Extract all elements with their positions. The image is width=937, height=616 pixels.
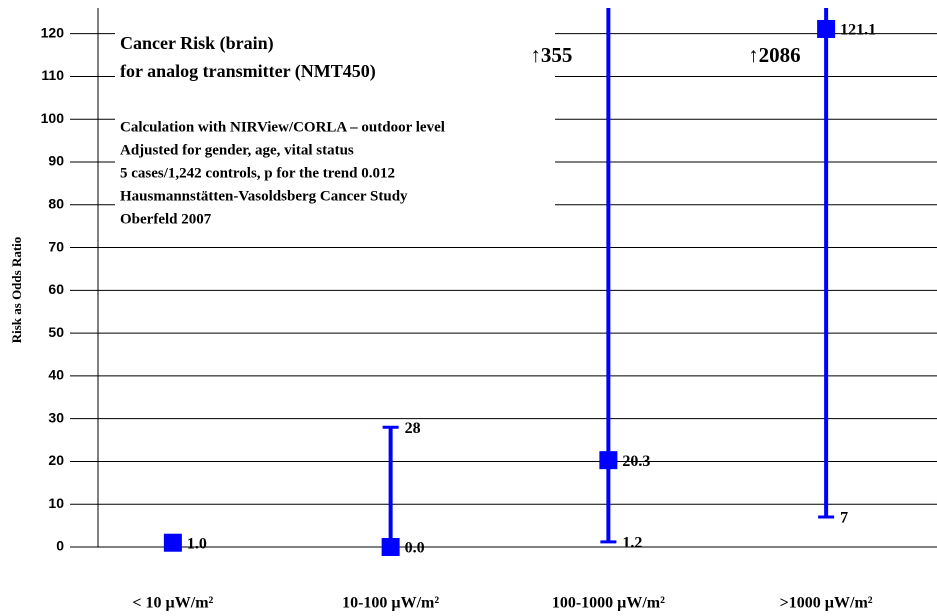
value-label: 1.0 xyxy=(187,535,207,552)
y-tick-label: 100 xyxy=(41,110,65,126)
annotation: Oberfeld 2007 xyxy=(120,211,212,227)
chart-subtitle: for analog transmitter (NMT450) xyxy=(120,61,376,82)
point xyxy=(817,19,836,38)
lower-label: 1.2 xyxy=(622,535,642,552)
annotation: Adjusted for gender, age, vital status xyxy=(120,142,354,158)
y-tick-label: 110 xyxy=(41,67,64,83)
x-tick-label: 10-100 µW/m² xyxy=(342,595,439,612)
x-tick-label: >1000 µW/m² xyxy=(780,595,873,612)
y-tick-label: 0 xyxy=(56,538,64,554)
y-tick-label: 120 xyxy=(41,24,65,40)
error-bar xyxy=(600,8,617,544)
y-tick-label: 30 xyxy=(48,409,64,425)
x-tick-label: 100-1000 µW/m² xyxy=(552,595,665,612)
value-label: 0.0 xyxy=(405,540,425,557)
y-axis-label: Risk as Odds Ratio xyxy=(9,237,24,344)
value-label: 121.1 xyxy=(840,22,876,39)
y-tick-label: 70 xyxy=(48,238,64,254)
point xyxy=(163,533,182,552)
y-tick-label: 90 xyxy=(48,153,64,169)
upper-label: ↑355 xyxy=(530,43,572,67)
value-label: 20.3 xyxy=(622,453,650,470)
y-tick-label: 60 xyxy=(48,281,64,297)
y-tick-label: 50 xyxy=(48,324,64,340)
point xyxy=(381,538,400,556)
annotation: Hausmannstätten-Vasoldsberg Cancer Study xyxy=(120,188,408,204)
error-bar xyxy=(382,425,399,549)
annotation: Calculation with NIRView/CORLA – outdoor… xyxy=(120,119,445,135)
annotation-box xyxy=(115,24,555,242)
y-tick-label: 40 xyxy=(48,367,64,383)
y-tick-label: 10 xyxy=(48,495,64,511)
y-tick-label: 80 xyxy=(48,195,64,211)
y-tick-label: 20 xyxy=(48,452,64,468)
chart-title: Cancer Risk (brain) xyxy=(120,33,274,54)
upper-label: ↑2086 xyxy=(748,43,801,67)
upper-label: 28 xyxy=(405,420,421,437)
x-tick-label: < 10 µW/m² xyxy=(132,595,213,612)
lower-label: 7 xyxy=(840,510,848,527)
error-bar xyxy=(818,8,835,519)
point xyxy=(599,451,618,470)
annotation: 5 cases/1,242 controls, p for the trend … xyxy=(120,165,395,181)
